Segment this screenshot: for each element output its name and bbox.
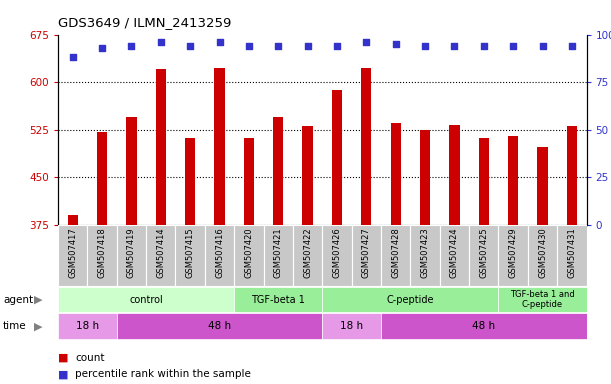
Point [273, 43, 283, 49]
Bar [263, 225, 293, 286]
Point [185, 43, 195, 49]
Bar [175, 225, 205, 286]
Text: GSM507418: GSM507418 [98, 227, 106, 278]
Bar [499, 286, 587, 313]
Text: ▶: ▶ [34, 295, 42, 305]
Bar [332, 90, 342, 225]
Bar [185, 138, 196, 225]
Bar [323, 225, 352, 286]
Bar [557, 225, 587, 286]
Text: GSM507414: GSM507414 [156, 227, 166, 278]
Text: count: count [75, 353, 104, 363]
Point [508, 43, 518, 49]
Point [156, 39, 166, 45]
Bar [381, 313, 587, 339]
Bar [361, 68, 371, 225]
Point [538, 43, 547, 49]
Text: C-peptide: C-peptide [387, 295, 434, 305]
Bar [234, 286, 323, 313]
Bar [58, 313, 117, 339]
Bar [214, 68, 225, 225]
Bar [323, 313, 381, 339]
Bar [420, 130, 430, 225]
Text: TGF-beta 1 and
C-peptide: TGF-beta 1 and C-peptide [510, 290, 575, 309]
Point [214, 39, 224, 45]
Text: 18 h: 18 h [340, 321, 363, 331]
Bar [381, 225, 411, 286]
Bar [117, 225, 146, 286]
Bar [567, 126, 577, 225]
Text: GSM507424: GSM507424 [450, 227, 459, 278]
Bar [302, 126, 313, 225]
Point [126, 43, 136, 49]
Text: GSM507419: GSM507419 [127, 227, 136, 278]
Bar [87, 225, 117, 286]
Text: GSM507428: GSM507428 [391, 227, 400, 278]
Bar [323, 286, 499, 313]
Point [391, 41, 401, 47]
Point [450, 43, 459, 49]
Bar [156, 70, 166, 225]
Text: GSM507416: GSM507416 [215, 227, 224, 278]
Point [68, 54, 78, 60]
Bar [234, 225, 263, 286]
Bar [411, 225, 440, 286]
Bar [440, 225, 469, 286]
Point [302, 43, 312, 49]
Text: percentile rank within the sample: percentile rank within the sample [75, 369, 251, 379]
Point [362, 39, 371, 45]
Text: 48 h: 48 h [472, 321, 496, 331]
Bar [390, 123, 401, 225]
Bar [538, 147, 547, 225]
Bar [508, 136, 518, 225]
Bar [58, 225, 87, 286]
Text: GSM507426: GSM507426 [332, 227, 342, 278]
Point [332, 43, 342, 49]
Point [97, 45, 107, 51]
Point [420, 43, 430, 49]
Text: ▶: ▶ [34, 321, 42, 331]
Bar [352, 225, 381, 286]
Text: time: time [3, 321, 27, 331]
Text: agent: agent [3, 295, 33, 305]
Point [244, 43, 254, 49]
Bar [117, 313, 323, 339]
Bar [478, 138, 489, 225]
Bar [205, 225, 234, 286]
Bar [97, 131, 107, 225]
Text: GSM507417: GSM507417 [68, 227, 77, 278]
Text: 18 h: 18 h [76, 321, 99, 331]
Text: GDS3649 / ILMN_2413259: GDS3649 / ILMN_2413259 [58, 16, 232, 29]
Point [567, 43, 577, 49]
Text: GSM507422: GSM507422 [303, 227, 312, 278]
Text: TGF-beta 1: TGF-beta 1 [251, 295, 306, 305]
Text: GSM507421: GSM507421 [274, 227, 283, 278]
Text: GSM507430: GSM507430 [538, 227, 547, 278]
Bar [469, 225, 499, 286]
Text: GSM507425: GSM507425 [479, 227, 488, 278]
Bar [58, 286, 234, 313]
Bar [146, 225, 175, 286]
Text: GSM507420: GSM507420 [244, 227, 254, 278]
Bar [68, 215, 78, 225]
Bar [293, 225, 323, 286]
Text: GSM507415: GSM507415 [186, 227, 195, 278]
Bar [126, 117, 137, 225]
Text: ■: ■ [58, 353, 68, 363]
Bar [244, 138, 254, 225]
Bar [449, 124, 459, 225]
Text: ■: ■ [58, 369, 68, 379]
Text: GSM507431: GSM507431 [568, 227, 576, 278]
Text: GSM507427: GSM507427 [362, 227, 371, 278]
Bar [273, 117, 284, 225]
Text: 48 h: 48 h [208, 321, 231, 331]
Bar [528, 225, 557, 286]
Point [479, 43, 489, 49]
Text: GSM507423: GSM507423 [420, 227, 430, 278]
Text: control: control [130, 295, 163, 305]
Text: GSM507429: GSM507429 [508, 227, 518, 278]
Bar [499, 225, 528, 286]
